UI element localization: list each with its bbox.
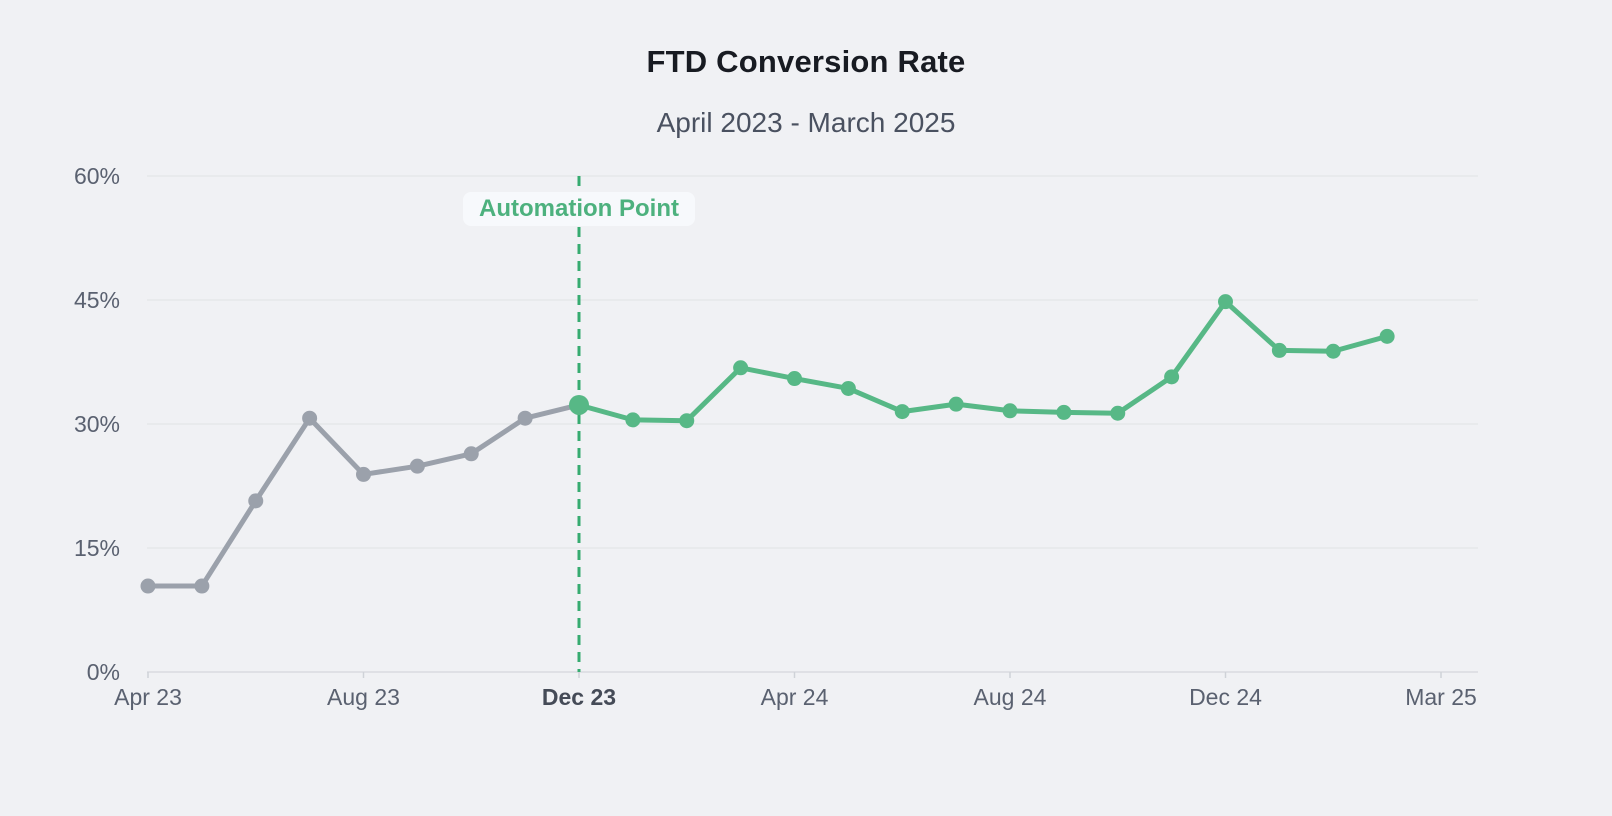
- series-line-after-automation: [576, 299, 1390, 424]
- data-point-mar-25[interactable]: [1379, 328, 1395, 344]
- y-axis-label-30%: 30%: [74, 411, 120, 437]
- data-point-oct-23[interactable]: [463, 446, 479, 462]
- data-point-jan-24[interactable]: [625, 412, 641, 428]
- y-axis-label-15%: 15%: [74, 535, 120, 561]
- data-point-jan-25[interactable]: [1271, 342, 1287, 358]
- data-point-may-24[interactable]: [840, 380, 856, 396]
- x-axis-label-Aug 23: Aug 23: [327, 684, 400, 710]
- data-point-apr-24[interactable]: [787, 371, 802, 387]
- x-axis-label-Apr 23: Apr 23: [114, 684, 182, 710]
- data-point-aug-24[interactable]: [1002, 403, 1018, 419]
- data-point-sep-24[interactable]: [1056, 404, 1072, 420]
- x-axis-label-Mar 25: Mar 25: [1405, 684, 1477, 710]
- data-point-feb-25[interactable]: [1325, 343, 1341, 359]
- chart-subtitle: April 2023 - March 2025: [656, 107, 956, 138]
- data-point-dec-24[interactable]: [1218, 294, 1233, 310]
- data-point-apr-23[interactable]: [140, 578, 156, 594]
- data-point-jul-24[interactable]: [948, 396, 964, 412]
- y-axis-label-0%: 0%: [87, 659, 120, 685]
- chart-title: FTD Conversion Rate: [646, 44, 966, 79]
- data-point-mar-24[interactable]: [733, 360, 749, 376]
- y-axis-label-60%: 60%: [74, 163, 120, 189]
- data-point-sep-23[interactable]: [409, 458, 425, 474]
- data-point-feb-24[interactable]: [679, 413, 695, 429]
- y-axis-label-45%: 45%: [74, 287, 120, 313]
- automation-point-label: Automation Point: [463, 192, 695, 226]
- data-point-oct-24[interactable]: [1110, 405, 1126, 421]
- x-axis-label-Dec 23: Dec 23: [542, 684, 616, 710]
- data-point-jul-23[interactable]: [302, 410, 318, 426]
- x-axis-label-Apr 24: Apr 24: [761, 684, 829, 710]
- data-point-nov-24[interactable]: [1164, 369, 1180, 385]
- data-point-nov-23[interactable]: [517, 410, 533, 426]
- data-point-jun-24[interactable]: [894, 404, 910, 420]
- x-axis-label-Dec 24: Dec 24: [1189, 684, 1262, 710]
- series-line-before-automation: [145, 402, 582, 589]
- data-point-automation-dec-23[interactable]: [569, 394, 589, 415]
- data-point-jun-23[interactable]: [248, 493, 264, 509]
- data-point-may-23[interactable]: [194, 578, 210, 594]
- data-point-aug-23[interactable]: [356, 466, 371, 482]
- x-axis-label-Aug 24: Aug 24: [974, 684, 1047, 710]
